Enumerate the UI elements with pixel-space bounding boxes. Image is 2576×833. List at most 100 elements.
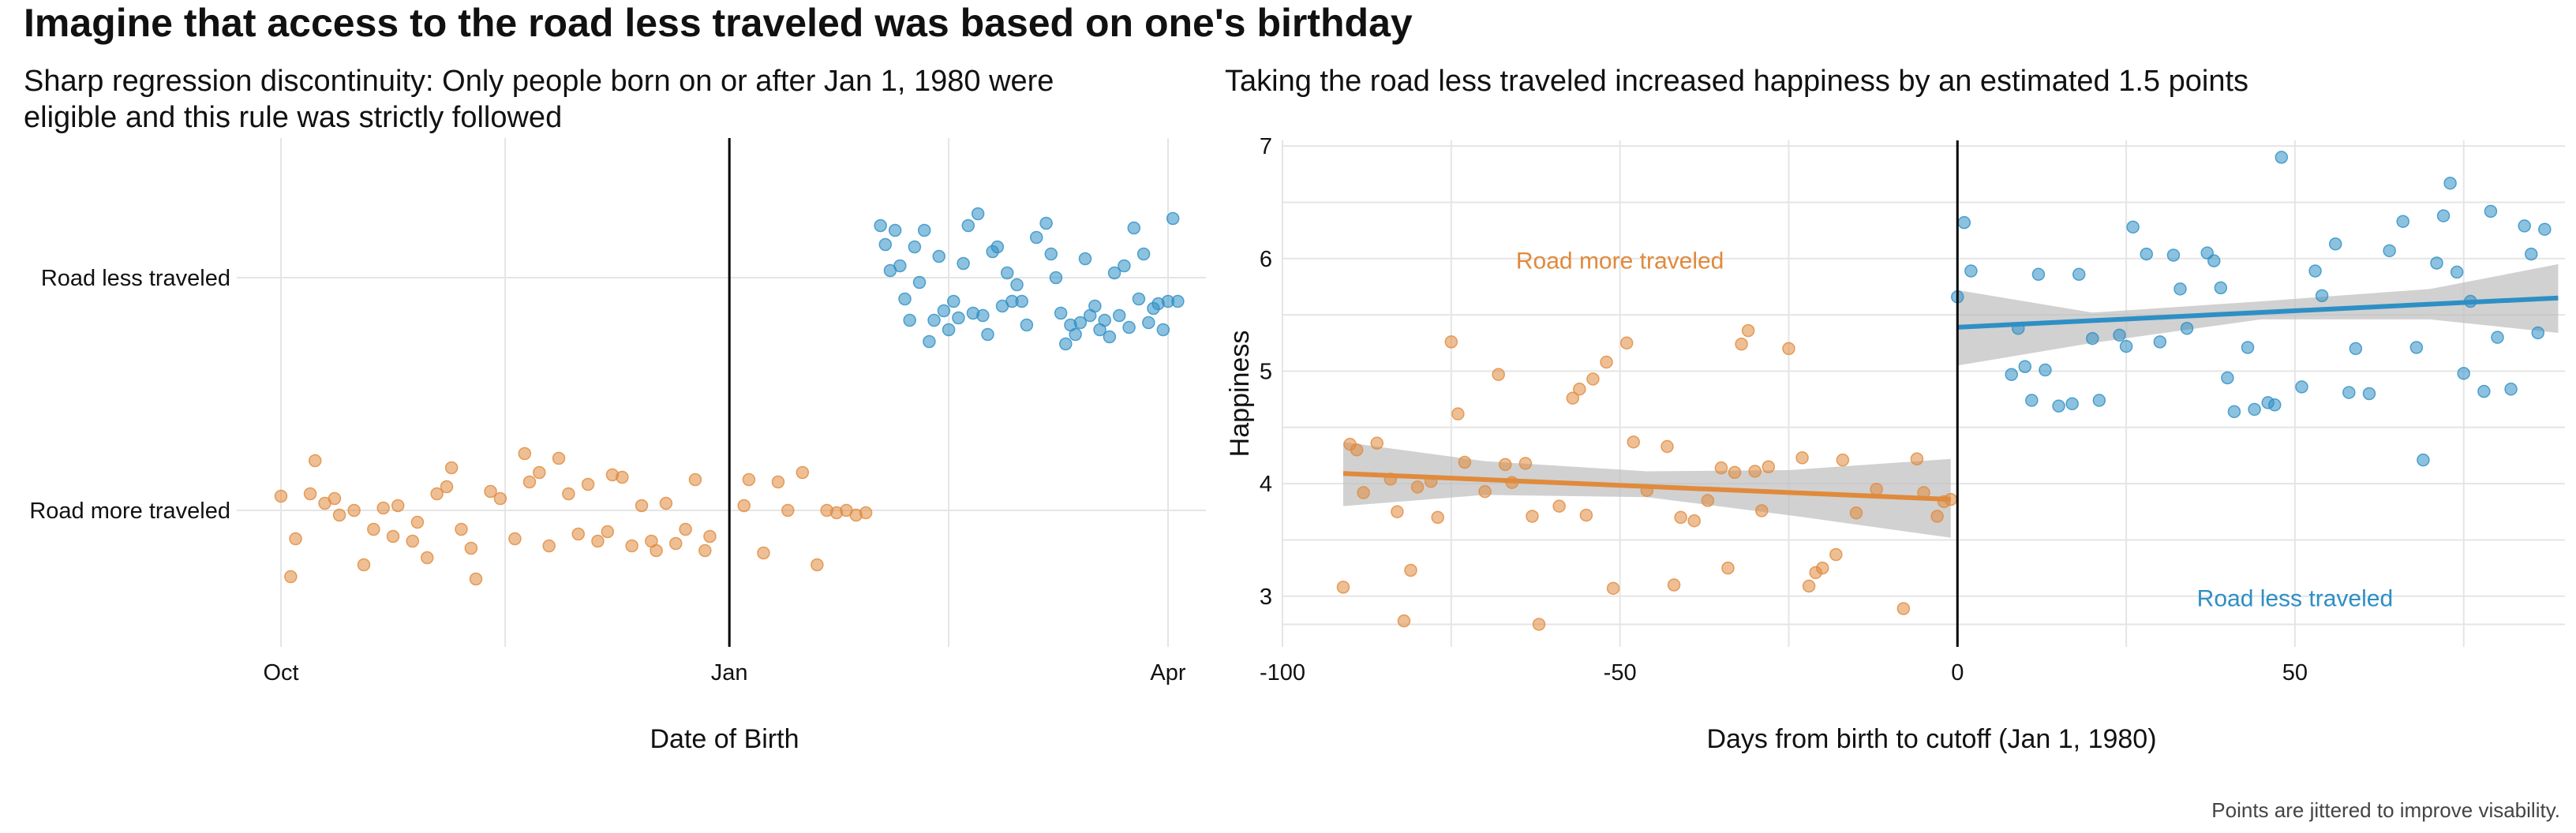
left-point-road-less-traveled: [1107, 266, 1121, 280]
right-series-road-more-traveled: [1336, 323, 1957, 631]
left-point-road-less-traveled: [947, 294, 960, 308]
left-point-road-more-traveled: [616, 470, 629, 484]
right-point-road-more-traveled: [1870, 483, 1883, 496]
right-fit-lines: [1342, 295, 2559, 502]
right-point-road-more-traveled: [1431, 510, 1444, 525]
right-point-road-less-traveled: [2538, 222, 2552, 236]
right-point-road-less-traveled: [2140, 247, 2153, 261]
left-point-road-less-traveled: [878, 237, 893, 252]
left-point-road-less-traveled: [903, 313, 916, 327]
left-point-road-more-traveled: [469, 572, 483, 586]
right-point-road-less-traveled: [2491, 331, 2504, 344]
left-point-road-less-traveled: [893, 259, 907, 273]
right-point-road-more-traveled: [1815, 561, 1829, 575]
left-series-road-more-traveled: [274, 446, 873, 586]
left-point-road-less-traveled: [1073, 316, 1088, 330]
left-point-road-less-traveled: [942, 323, 956, 337]
right-point-road-less-traveled: [2450, 265, 2464, 279]
right-point-road-more-traveled: [1849, 506, 1863, 520]
left-point-road-more-traveled: [367, 522, 380, 536]
right-point-road-more-traveled: [1748, 465, 1762, 478]
right-point-road-more-traveled: [1667, 578, 1681, 592]
left-point-road-less-traveled: [957, 256, 970, 271]
right-point-road-more-traveled: [1795, 451, 1809, 465]
left-point-road-less-traveled: [1171, 294, 1185, 308]
left-point-road-more-traveled: [347, 503, 361, 517]
right-point-road-more-traveled: [1701, 494, 1715, 507]
left-point-road-more-traveled: [518, 446, 532, 461]
right-point-road-less-traveled: [2349, 342, 2363, 356]
left-point-road-less-traveled: [912, 275, 927, 289]
left-point-road-less-traveled: [898, 292, 912, 306]
right-point-road-more-traveled: [1526, 510, 1539, 523]
right-point-road-more-traveled: [1674, 510, 1687, 525]
left-point-road-more-traveled: [508, 532, 522, 546]
left-point-road-more-traveled: [455, 522, 468, 536]
right-point-road-more-traveled: [1721, 561, 1735, 575]
left-y-tick-label: Road more traveled: [29, 499, 230, 524]
right-point-road-less-traveled: [2180, 322, 2194, 335]
left-point-road-less-traveled: [927, 313, 941, 327]
right-point-road-less-traveled: [2207, 254, 2221, 267]
left-point-road-less-traveled: [1030, 230, 1043, 245]
right-point-road-more-traveled: [1410, 480, 1425, 494]
right-point-road-less-traveled: [2221, 371, 2234, 385]
left-point-road-less-traveled: [1020, 318, 1034, 332]
left-point-road-more-traveled: [386, 529, 400, 544]
left-point-road-more-traveled: [581, 477, 595, 491]
right-point-road-more-traveled: [1552, 499, 1566, 513]
left-point-road-more-traveled: [303, 487, 317, 501]
right-point-road-more-traveled: [1687, 514, 1701, 528]
left-point-road-less-traveled: [1122, 320, 1136, 334]
left-point-road-less-traveled: [1078, 252, 1092, 266]
left-point-road-less-traveled: [1136, 247, 1151, 261]
right-point-road-less-traveled: [2025, 394, 2039, 407]
left-point-road-more-traveled: [410, 515, 425, 529]
right-point-road-more-traveled: [1350, 443, 1364, 457]
left-point-road-more-traveled: [332, 508, 346, 522]
right-point-road-more-traveled: [1735, 337, 1748, 351]
right-point-road-more-traveled: [1532, 618, 1546, 631]
left-point-road-more-traveled: [284, 570, 298, 584]
right-point-road-less-traveled: [2484, 204, 2498, 219]
right-point-road-more-traveled: [1741, 323, 1755, 338]
left-point-road-less-traveled: [1132, 292, 1146, 306]
right-series-road-less-traveled: [1951, 151, 2552, 467]
right-point-road-less-traveled: [2430, 256, 2443, 270]
right-point-road-less-traveled: [2342, 386, 2356, 399]
left-point-road-more-traveled: [703, 529, 717, 544]
left-point-road-more-traveled: [650, 544, 663, 558]
right-point-road-more-traveled: [1397, 614, 1411, 628]
left-point-road-more-traveled: [668, 536, 683, 551]
left-point-road-less-traveled: [1166, 211, 1180, 226]
right-point-road-less-traveled: [2443, 176, 2457, 190]
right-point-road-more-traveled: [1566, 391, 1580, 405]
left-point-road-more-traveled: [274, 489, 288, 503]
left-point-road-less-traveled: [1044, 247, 1058, 261]
left-point-road-more-traveled: [601, 525, 615, 539]
right-point-road-less-traveled: [2039, 363, 2052, 377]
right-point-road-more-traveled: [1404, 563, 1417, 577]
right-point-road-less-traveled: [2113, 328, 2126, 342]
left-point-road-less-traveled: [1010, 278, 1024, 292]
left-point-road-less-traveled: [1000, 266, 1014, 280]
right-point-road-less-traveled: [2308, 264, 2322, 278]
right-point-road-less-traveled: [2119, 339, 2133, 353]
right-point-road-more-traveled: [1754, 504, 1769, 517]
left-point-road-less-traveled: [971, 207, 985, 221]
left-point-road-more-traveled: [737, 499, 751, 513]
right-point-road-less-traveled: [2267, 398, 2282, 412]
right-point-road-more-traveled: [1619, 336, 1634, 350]
left-point-road-less-traveled: [976, 308, 990, 323]
right-point-road-less-traveled: [2031, 267, 2046, 282]
right-point-road-more-traveled: [1836, 453, 1850, 467]
right-x-tick-label: -100: [1260, 660, 1305, 685]
right-y-tick-label: 6: [1260, 247, 1272, 272]
left-point-road-more-traveled: [698, 544, 712, 558]
right-point-road-less-traveled: [2248, 402, 2261, 416]
right-point-road-more-traveled: [1930, 510, 1944, 523]
right-point-road-more-traveled: [1586, 372, 1600, 386]
right-tick-labels: -100 -50 0 50 3 4 5 6 7: [1260, 134, 2308, 685]
left-point-road-more-traveled: [552, 451, 566, 465]
left-point-road-less-traveled: [888, 223, 902, 237]
